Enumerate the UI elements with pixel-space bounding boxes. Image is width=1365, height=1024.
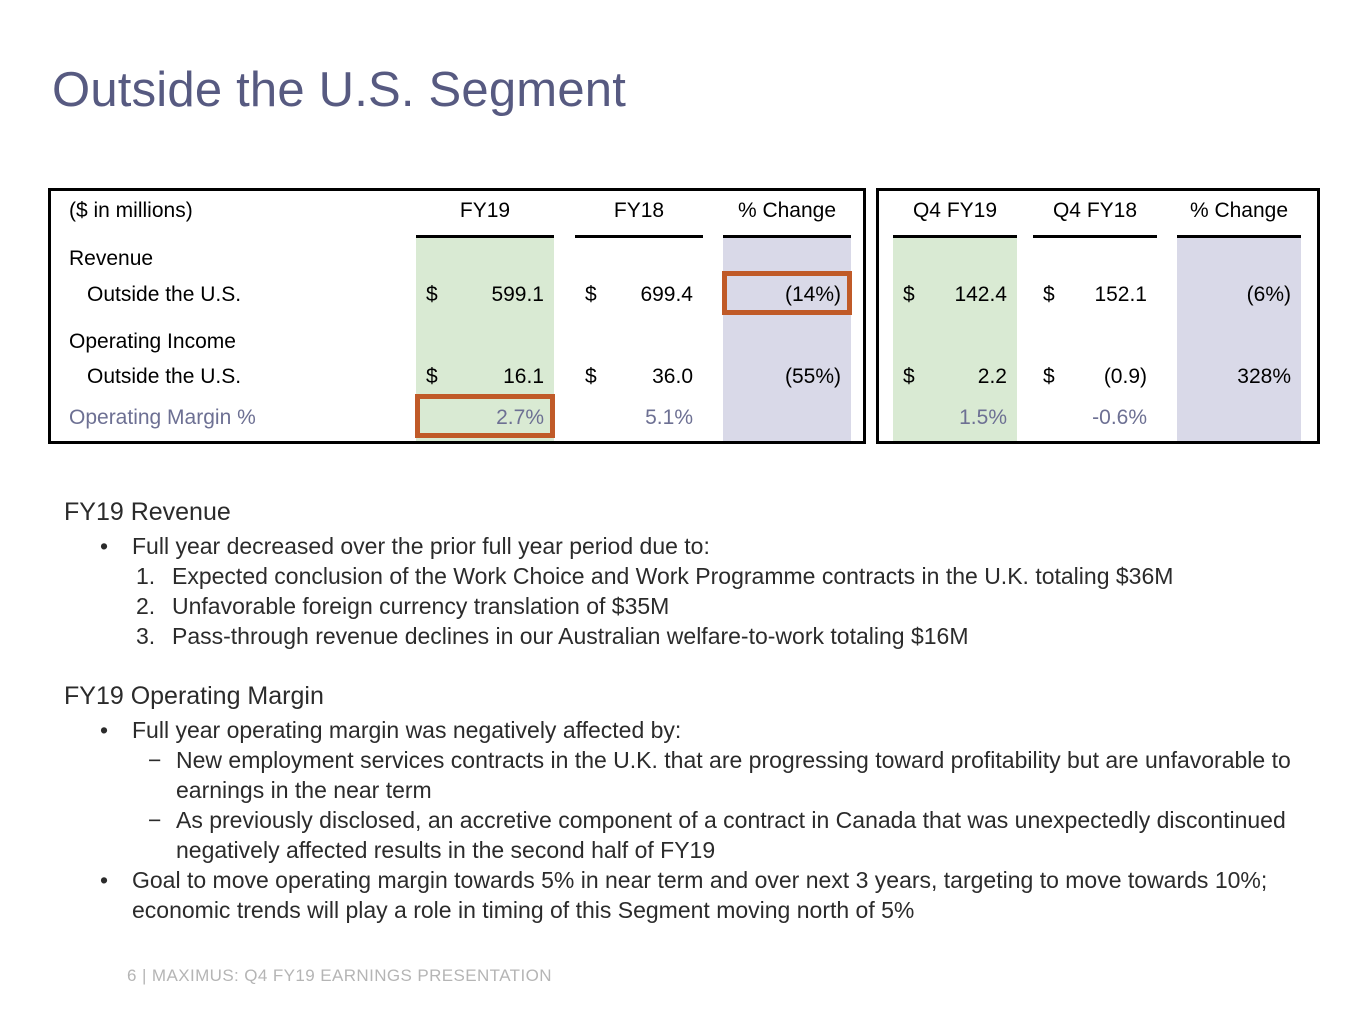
q4-pct-change-header-rule bbox=[1177, 235, 1301, 238]
dash-item-1-text: New employment services contracts in the… bbox=[176, 747, 1291, 803]
numbered-item-3: 3. Pass-through revenue declines in our … bbox=[64, 621, 1304, 651]
section-heading-fy19-operating-margin: FY19 Operating Margin bbox=[64, 682, 324, 710]
pct-change-header-rule bbox=[723, 235, 851, 238]
numbered-item-1-text: Expected conclusion of the Work Choice a… bbox=[172, 563, 1174, 589]
row-label-opinc-outside-us: Outside the U.S. bbox=[87, 365, 242, 388]
q4-opinc-fy18-value: (0.9) bbox=[1103, 365, 1147, 388]
numbered-item-2: 2. Unfavorable foreign currency translat… bbox=[64, 591, 1304, 621]
margin-fy19-value: 2.7% bbox=[496, 406, 544, 429]
opinc-fy19-currency: $ bbox=[426, 365, 438, 388]
header-q4-fy19: Q4 FY19 bbox=[912, 199, 998, 222]
opinc-pct-change-value: (55%) bbox=[784, 365, 841, 388]
dash-item-2-text: As previously disclosed, an accretive co… bbox=[176, 807, 1286, 863]
row-label-revenue-outside-us: Outside the U.S. bbox=[87, 283, 242, 306]
header-pct-change: % Change bbox=[737, 199, 837, 222]
revenue-fy19-value: 599.1 bbox=[491, 283, 544, 306]
opinc-fy18-value: 36.0 bbox=[652, 365, 693, 388]
revenue-fy18-value: 699.4 bbox=[640, 283, 693, 306]
header-units-label: ($ in millions) bbox=[69, 199, 193, 222]
row-label-revenue: Revenue bbox=[69, 247, 154, 270]
dash-marker-icon: − bbox=[148, 747, 162, 773]
bullet-dot-icon: • bbox=[100, 867, 109, 893]
q4-revenue-fy18-value: 152.1 bbox=[1094, 283, 1147, 306]
annual-results-table: ($ in millions) FY19 FY18 % Change Reven… bbox=[48, 188, 866, 444]
header-q4-pct-change: % Change bbox=[1189, 199, 1289, 222]
header-q4-fy18: Q4 FY18 bbox=[1052, 199, 1138, 222]
q4-revenue-fy19-value: 142.4 bbox=[954, 283, 1007, 306]
numbered-item-1: 1. Expected conclusion of the Work Choic… bbox=[64, 561, 1304, 591]
q4-fy18-header-rule bbox=[1033, 235, 1157, 238]
bullet-margin-intro-text: Full year operating margin was negativel… bbox=[132, 717, 682, 743]
dash-marker-icon: − bbox=[148, 807, 162, 833]
slide-footer: 6 | MAXIMUS: Q4 FY19 EARNINGS PRESENTATI… bbox=[127, 966, 552, 985]
q4-margin-fy19-value: 1.5% bbox=[959, 406, 1007, 429]
margin-fy18-value: 5.1% bbox=[645, 406, 693, 429]
bullet-margin-goal: • Goal to move operating margin towards … bbox=[64, 865, 1304, 925]
q4-fy19-column-band bbox=[893, 235, 1017, 441]
row-label-operating-margin: Operating Margin % bbox=[69, 406, 256, 429]
revenue-pct-change-value: (14%) bbox=[784, 283, 841, 306]
numbered-marker-3: 3. bbox=[136, 623, 156, 649]
fy19-header-rule bbox=[416, 235, 554, 238]
q4-opinc-fy19-currency: $ bbox=[903, 365, 915, 388]
header-fy19: FY19 bbox=[459, 199, 511, 222]
q4-revenue-fy19-currency: $ bbox=[903, 283, 915, 306]
bullet-dot-icon: • bbox=[100, 533, 109, 559]
fy19-column-band bbox=[416, 235, 554, 441]
tables-region: ($ in millions) FY19 FY18 % Change Reven… bbox=[48, 188, 1320, 444]
header-fy18: FY18 bbox=[613, 199, 665, 222]
revenue-fy18-currency: $ bbox=[585, 283, 597, 306]
q4-opinc-pct-change-value: 328% bbox=[1237, 365, 1291, 388]
fy18-header-rule bbox=[575, 235, 703, 238]
numbered-marker-2: 2. bbox=[136, 593, 156, 619]
numbered-marker-1: 1. bbox=[136, 563, 156, 589]
q4-opinc-fy19-value: 2.2 bbox=[977, 365, 1007, 388]
q4-opinc-fy18-currency: $ bbox=[1043, 365, 1055, 388]
section-heading-fy19-revenue: FY19 Revenue bbox=[64, 498, 231, 526]
q4-revenue-fy18-currency: $ bbox=[1043, 283, 1055, 306]
q4-revenue-pct-change-value: (6%) bbox=[1246, 283, 1291, 306]
bullet-margin-intro: • Full year operating margin was negativ… bbox=[64, 715, 1304, 745]
numbered-item-3-text: Pass-through revenue declines in our Aus… bbox=[172, 623, 969, 649]
quarterly-results-table: Q4 FY19 Q4 FY18 % Change $ 142.4 $ 152.1… bbox=[876, 188, 1320, 444]
opinc-fy18-currency: $ bbox=[585, 365, 597, 388]
q4-pct-change-column-band bbox=[1177, 235, 1301, 441]
numbered-item-2-text: Unfavorable foreign currency translation… bbox=[172, 593, 670, 619]
body-content: FY19 Revenue • Full year decreased over … bbox=[64, 498, 1304, 925]
row-label-operating-income: Operating Income bbox=[69, 330, 236, 353]
q4-margin-fy18-value: -0.6% bbox=[1092, 406, 1147, 429]
dash-item-1: − New employment services contracts in t… bbox=[64, 745, 1304, 805]
page-title: Outside the U.S. Segment bbox=[52, 63, 627, 117]
pct-change-column-band bbox=[723, 235, 851, 441]
revenue-fy19-currency: $ bbox=[426, 283, 438, 306]
bullet-revenue-intro-text: Full year decreased over the prior full … bbox=[132, 533, 710, 559]
bullet-revenue-intro: • Full year decreased over the prior ful… bbox=[64, 531, 1304, 561]
dash-item-2: − As previously disclosed, an accretive … bbox=[64, 805, 1304, 865]
bullet-dot-icon: • bbox=[100, 717, 109, 743]
bullet-margin-goal-text: Goal to move operating margin towards 5%… bbox=[132, 867, 1268, 923]
opinc-fy19-value: 16.1 bbox=[503, 365, 544, 388]
q4-fy19-header-rule bbox=[893, 235, 1017, 238]
